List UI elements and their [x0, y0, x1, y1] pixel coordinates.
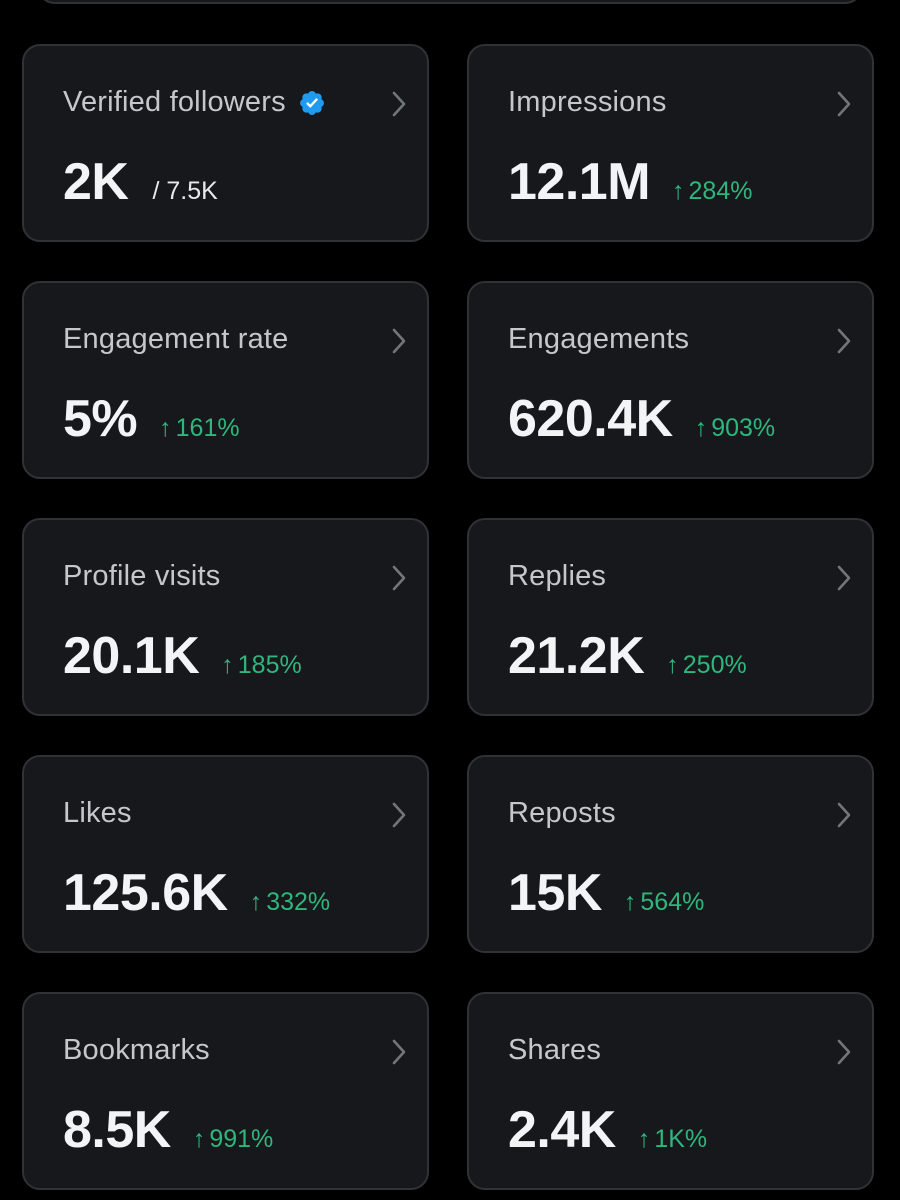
up-arrow-icon: ↑: [672, 177, 685, 205]
metric-title-row: Profile visits: [63, 560, 221, 593]
metric-value-row: 12.1M ↑ 284%: [508, 152, 752, 212]
metric-card-profile-visits[interactable]: Profile visits 20.1K ↑ 185%: [22, 518, 429, 716]
metric-change-value: 161%: [175, 414, 240, 442]
metric-value-row: 21.2K ↑ 250%: [508, 626, 747, 686]
verified-badge-icon: [299, 90, 324, 115]
metric-card-bookmarks[interactable]: Bookmarks 8.5K ↑ 991%: [22, 992, 429, 1190]
metric-value-row: 620.4K ↑ 903%: [508, 389, 775, 449]
metric-card-replies[interactable]: Replies 21.2K ↑ 250%: [467, 518, 874, 716]
metric-change: ↑ 284%: [672, 177, 752, 206]
metric-change: ↑ 1K%: [638, 1125, 707, 1154]
up-arrow-icon: ↑: [637, 1125, 651, 1153]
up-arrow-icon: ↑: [249, 888, 263, 916]
metrics-grid: Verified followers 2K / 7.5K Impressions…: [22, 44, 874, 1190]
up-arrow-icon: ↑: [666, 651, 679, 679]
metric-value-row: 15K ↑ 564%: [508, 863, 704, 923]
metric-title-row: Impressions: [508, 86, 667, 119]
metric-card-engagements[interactable]: Engagements 620.4K ↑ 903%: [467, 281, 874, 479]
metric-card-verified-followers[interactable]: Verified followers 2K / 7.5K: [22, 44, 429, 242]
metric-title: Likes: [63, 797, 132, 829]
metric-title: Impressions: [508, 86, 667, 118]
metric-card-likes[interactable]: Likes 125.6K ↑ 332%: [22, 755, 429, 953]
metric-title: Shares: [508, 1034, 602, 1066]
chevron-right-icon: [392, 802, 406, 828]
metric-title-row: Reposts: [508, 797, 616, 830]
metric-change-value: 250%: [682, 651, 747, 679]
metric-value: 12.1M: [508, 153, 651, 211]
metric-value: 2K: [63, 153, 129, 211]
metric-title-row: Verified followers: [63, 86, 326, 119]
metric-change-value: 332%: [266, 888, 331, 916]
metric-card-engagement-rate[interactable]: Engagement rate 5% ↑ 161%: [22, 281, 429, 479]
metric-change-value: 903%: [711, 414, 776, 442]
metric-value: 8.5K: [63, 1101, 171, 1159]
metric-card-impressions[interactable]: Impressions 12.1M ↑ 284%: [467, 44, 874, 242]
metric-card-shares[interactable]: Shares 2.4K ↑ 1K%: [467, 992, 874, 1190]
metric-change-value: 284%: [688, 177, 753, 205]
metric-value-row: 8.5K ↑ 991%: [63, 1100, 273, 1160]
metric-change: ↑ 903%: [695, 414, 775, 443]
metric-card-reposts[interactable]: Reposts 15K ↑ 564%: [467, 755, 874, 953]
metric-value-row: 2K / 7.5K: [63, 152, 218, 212]
up-arrow-icon: ↑: [694, 414, 708, 442]
chevron-right-icon: [392, 91, 406, 117]
metric-title-row: Likes: [63, 797, 132, 830]
chevron-right-icon: [837, 565, 851, 591]
metric-change: ↑ 991%: [193, 1125, 273, 1154]
metric-value: 5%: [63, 390, 138, 448]
metric-title: Reposts: [508, 797, 616, 829]
metric-value: 20.1K: [63, 627, 200, 685]
metric-change: ↑ 185%: [221, 651, 301, 680]
metric-value: 2.4K: [508, 1101, 616, 1159]
chevron-right-icon: [392, 565, 406, 591]
metric-title: Engagement rate: [63, 323, 289, 355]
metric-title-row: Bookmarks: [63, 1034, 210, 1067]
chevron-right-icon: [837, 802, 851, 828]
metric-title: Bookmarks: [63, 1034, 210, 1066]
chevron-right-icon: [837, 1039, 851, 1065]
metric-value-row: 20.1K ↑ 185%: [63, 626, 302, 686]
metric-value: 125.6K: [63, 864, 228, 922]
metric-change-value: 564%: [640, 888, 705, 916]
chevron-right-icon: [392, 1039, 406, 1065]
metric-value-row: 2.4K ↑ 1K%: [508, 1100, 707, 1160]
metric-change-value: 991%: [209, 1125, 274, 1153]
metric-change: ↑ 564%: [624, 888, 704, 917]
metric-change-value: 1K%: [654, 1125, 708, 1153]
metric-value: 620.4K: [508, 390, 673, 448]
up-arrow-icon: ↑: [221, 651, 234, 679]
metric-value: 15K: [508, 864, 602, 922]
metric-title: Engagements: [508, 323, 690, 355]
metric-change: ↑ 332%: [250, 888, 330, 917]
metric-title: Profile visits: [63, 560, 221, 592]
metric-change: ↑ 250%: [666, 651, 746, 680]
metric-total: / 7.5K: [152, 177, 218, 205]
metric-value-row: 5% ↑ 161%: [63, 389, 240, 449]
chevron-right-icon: [392, 328, 406, 354]
metric-title-row: Shares: [508, 1034, 601, 1067]
metric-title-row: Engagements: [508, 323, 689, 356]
metric-change: ↑ 161%: [159, 414, 239, 443]
metric-title: Replies: [508, 560, 607, 592]
metric-value-row: 125.6K ↑ 332%: [63, 863, 330, 923]
metric-change-value: 185%: [237, 651, 302, 679]
chevron-right-icon: [837, 91, 851, 117]
chevron-right-icon: [837, 328, 851, 354]
previous-card-edge: [37, 0, 863, 4]
up-arrow-icon: ↑: [192, 1125, 206, 1153]
metric-title-row: Engagement rate: [63, 323, 288, 356]
up-arrow-icon: ↑: [159, 414, 172, 442]
metric-title: Verified followers: [63, 86, 286, 118]
metric-title-row: Replies: [508, 560, 606, 593]
up-arrow-icon: ↑: [623, 888, 637, 916]
metric-value: 21.2K: [508, 627, 645, 685]
